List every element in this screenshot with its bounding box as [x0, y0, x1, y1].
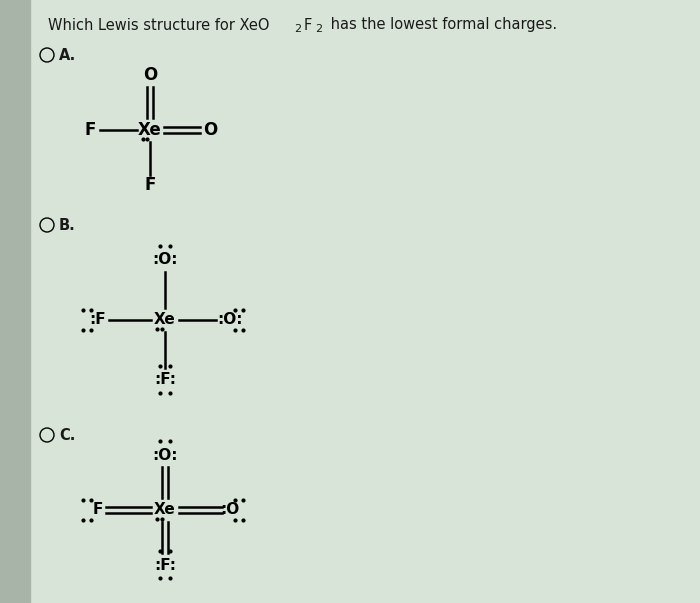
- Bar: [0, 0, 30, 603]
- Text: Xe: Xe: [154, 502, 176, 517]
- Text: 2: 2: [315, 24, 322, 34]
- Text: O: O: [203, 121, 217, 139]
- Text: Xe: Xe: [154, 312, 176, 327]
- Text: :F: :F: [90, 312, 106, 327]
- Text: :O:: :O:: [153, 447, 178, 463]
- Text: O: O: [143, 66, 157, 84]
- Text: Which Lewis structure for XeO: Which Lewis structure for XeO: [48, 17, 270, 33]
- Text: :O:: :O:: [153, 253, 178, 268]
- Text: 2: 2: [294, 24, 301, 34]
- Text: :F:: :F:: [154, 558, 176, 572]
- Text: F: F: [93, 502, 103, 517]
- Text: F: F: [304, 17, 312, 33]
- Text: F: F: [84, 121, 96, 139]
- Text: Xe: Xe: [138, 121, 162, 139]
- Text: A.: A.: [59, 48, 76, 63]
- Text: :O: :O: [220, 502, 239, 517]
- Text: C.: C.: [59, 428, 76, 443]
- Text: B.: B.: [59, 218, 76, 233]
- Text: F: F: [144, 176, 155, 194]
- Text: :O:: :O:: [217, 312, 243, 327]
- Text: :F:: :F:: [154, 373, 176, 388]
- Text: has the lowest formal charges.: has the lowest formal charges.: [326, 17, 557, 33]
